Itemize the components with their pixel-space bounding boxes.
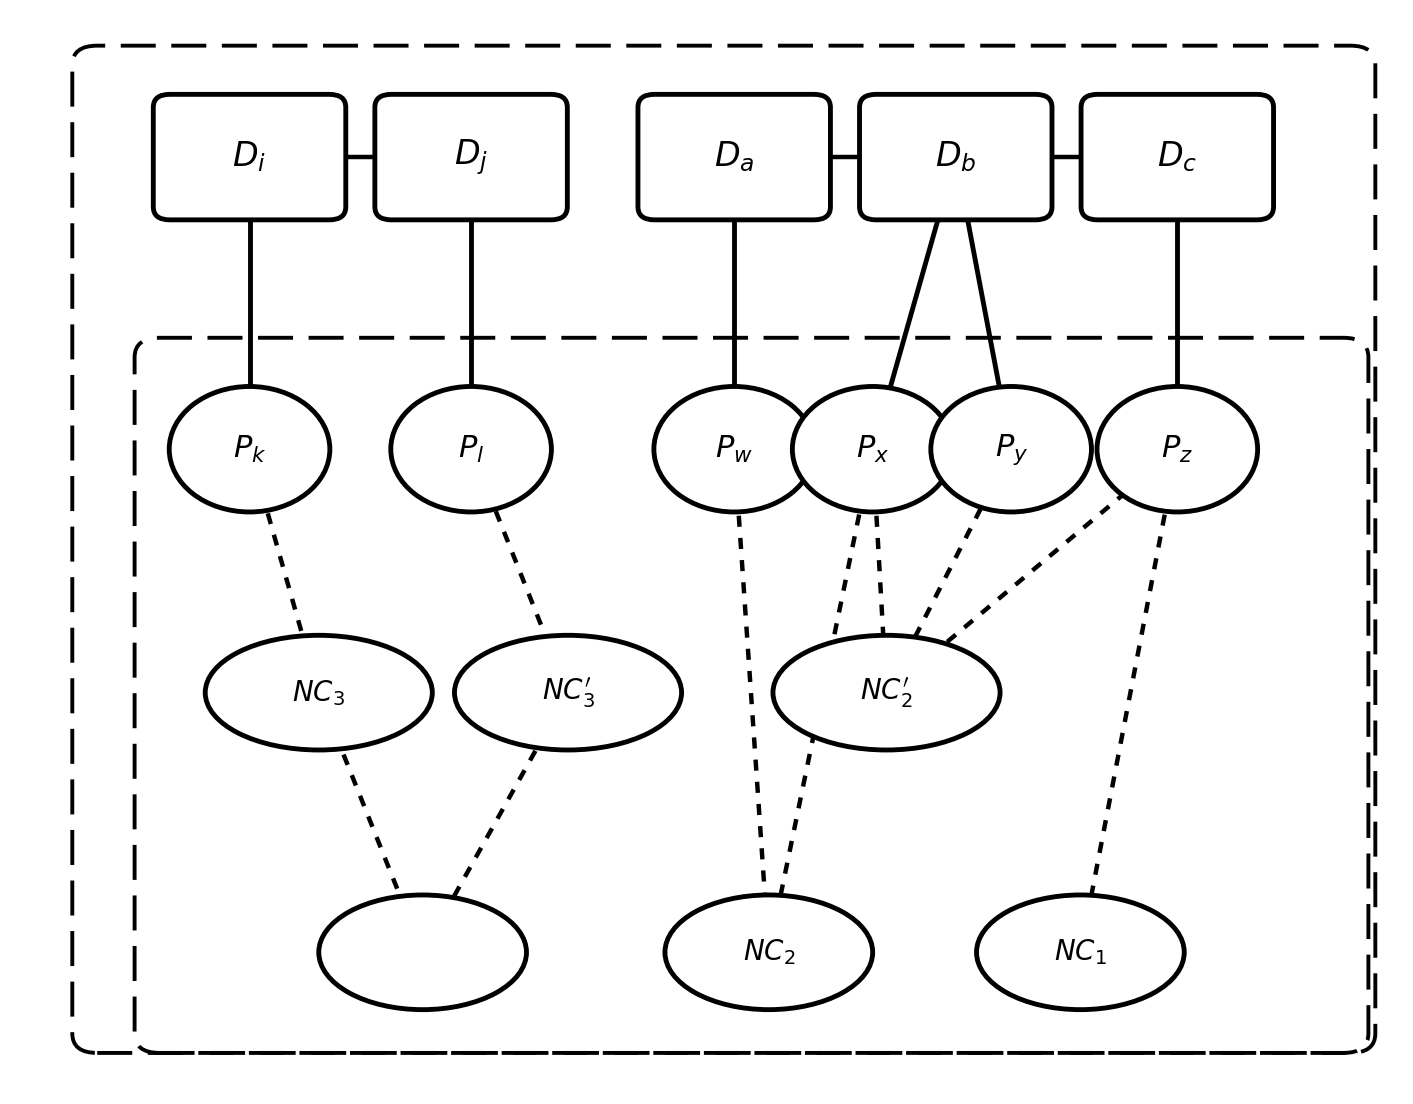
Text: $NC_3'$: $NC_3'$	[541, 676, 595, 710]
Text: $P_x$: $P_x$	[856, 434, 889, 465]
Text: $D_a$: $D_a$	[714, 140, 755, 174]
Text: $P_l$: $P_l$	[458, 434, 485, 465]
Text: $P_k$: $P_k$	[233, 434, 266, 465]
Text: $D_c$: $D_c$	[1157, 140, 1197, 174]
Text: $P_y$: $P_y$	[995, 432, 1027, 467]
Ellipse shape	[319, 895, 527, 1010]
Text: $P_z$: $P_z$	[1161, 434, 1194, 465]
Text: $NC_2'$: $NC_2'$	[861, 676, 913, 710]
Text: $NC_2$: $NC_2$	[743, 937, 796, 967]
Circle shape	[1096, 386, 1258, 512]
FancyBboxPatch shape	[637, 94, 831, 220]
Text: $NC_3$: $NC_3$	[292, 678, 345, 708]
Ellipse shape	[205, 635, 432, 750]
Ellipse shape	[666, 895, 873, 1010]
Circle shape	[170, 386, 329, 512]
Text: $D_b$: $D_b$	[935, 140, 976, 174]
FancyBboxPatch shape	[374, 94, 568, 220]
Ellipse shape	[773, 635, 1000, 750]
FancyBboxPatch shape	[1081, 94, 1273, 220]
Circle shape	[654, 386, 814, 512]
FancyBboxPatch shape	[153, 94, 346, 220]
Circle shape	[391, 386, 551, 512]
Ellipse shape	[976, 895, 1184, 1010]
Text: $P_w$: $P_w$	[715, 434, 753, 465]
Text: $NC_1$: $NC_1$	[1054, 937, 1106, 967]
FancyBboxPatch shape	[859, 94, 1053, 220]
Circle shape	[931, 386, 1091, 512]
Ellipse shape	[455, 635, 681, 750]
Text: $D_j$: $D_j$	[454, 137, 487, 177]
Circle shape	[793, 386, 952, 512]
Text: $D_i$: $D_i$	[233, 140, 267, 174]
